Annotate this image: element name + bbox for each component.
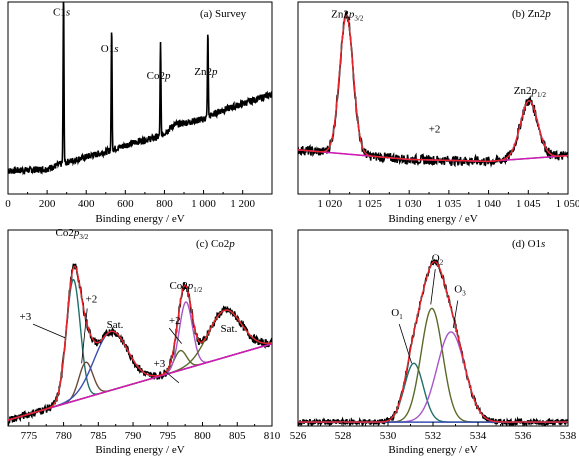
component-label: O3 <box>454 284 466 298</box>
x-tick-label: 1 045 <box>516 198 541 210</box>
panel-c-co2p: 775 780 785 790 795 800 805 810 (c) Co2p Bindin… <box>7 227 281 456</box>
x-tick-label: 1 020 <box>317 198 342 210</box>
x-tick-label: 600 <box>117 198 134 210</box>
x-tick-label: 1 040 <box>476 198 501 210</box>
annotation-label: +2 <box>429 124 441 136</box>
panel-a-survey: 0 200 400 600 800 1 000 1 200 (a) Survey Bindi… <box>5 1 273 225</box>
annotation-pointer <box>430 269 436 305</box>
background-line <box>8 342 272 421</box>
panel-d-label-main: (d) O1 <box>512 238 541 250</box>
component-label: O1 <box>391 307 403 321</box>
x-tick-label: 536 <box>515 430 532 442</box>
panel-a-annotations: C1s O1s Co2p Zn2p <box>53 6 218 81</box>
panel-d-annotations: O1 O2 O3 <box>391 252 466 364</box>
survey-peak-label: O1s <box>101 43 119 55</box>
panel-d-x-axis: 526 528 530 532 534 536 538 <box>290 422 577 442</box>
annotation-label: +2 <box>169 315 181 327</box>
annotation-pointer <box>398 323 413 364</box>
x-tick-label: 0 <box>5 198 11 210</box>
x-tick-label: 526 <box>290 430 307 442</box>
x-tick-label: 530 <box>380 430 397 442</box>
panel-a-xlabel: Binding energy / eV <box>95 213 184 225</box>
panel-b-annotations: Zn2p3/2 Zn2p1/2 +2 <box>331 8 546 135</box>
x-tick-label: 528 <box>335 430 352 442</box>
x-tick-label: 1 035 <box>437 198 462 210</box>
x-tick-label: 1 050 <box>556 198 579 210</box>
x-tick-label: 1 200 <box>230 198 255 210</box>
raw-data-line <box>8 263 272 426</box>
annotation-label: +3 <box>20 311 32 323</box>
fit-component-line <box>298 331 568 423</box>
survey-peak-label: C1s <box>53 6 70 18</box>
panel-b-label-main: (b) Zn2 <box>512 8 545 20</box>
panel-b-plot-area <box>298 11 568 168</box>
fit-component-line <box>8 301 272 421</box>
annotation-label: Zn2p1/2 <box>514 85 547 99</box>
x-tick-label: 800 <box>156 198 173 210</box>
panel-a-x-axis: 0 200 400 600 800 1 000 1 200 <box>5 190 256 210</box>
panel-b-xlabel: Binding energy / eV <box>388 213 477 225</box>
x-tick-label: 795 <box>160 430 177 442</box>
x-tick-label: 780 <box>55 430 72 442</box>
annotation-label: Co2p3/2 <box>56 227 89 241</box>
panel-a-frame <box>7 1 273 195</box>
annotation-label: Sat. <box>221 323 238 335</box>
panel-c-plot-area <box>8 263 272 426</box>
annotation-label: Sat. <box>107 319 124 331</box>
panel-d-xlabel: Binding energy / eV <box>388 444 477 456</box>
panel-c-label-main: (c) Co2 <box>196 238 229 250</box>
panel-b-x-axis: 1 020 1 025 1 030 1 035 1 040 1 045 1 050 <box>317 190 579 210</box>
x-tick-label: 790 <box>125 430 142 442</box>
survey-peak-label: Co2p <box>147 70 171 82</box>
x-tick-label: 534 <box>470 430 487 442</box>
survey-spectrum-line <box>8 2 272 176</box>
panel-a-plot-area <box>8 2 272 176</box>
x-tick-label: 200 <box>39 198 56 210</box>
annotation-pointer <box>168 327 182 344</box>
component-label: O2 <box>432 252 444 266</box>
panel-b-frame <box>297 1 569 195</box>
x-tick-label: 800 <box>194 430 211 442</box>
panel-c-label-italic: p <box>228 238 235 250</box>
x-tick-label: 775 <box>21 430 38 442</box>
annotation-pointer <box>81 308 88 364</box>
x-tick-label: 532 <box>425 430 442 442</box>
annotation-label: +2 <box>86 294 98 306</box>
fit-envelope-line <box>8 265 272 421</box>
x-tick-label: 1 030 <box>397 198 422 210</box>
panel-c-x-axis: 775 780 785 790 795 800 805 810 <box>21 422 281 442</box>
x-tick-label: 785 <box>90 430 107 442</box>
x-tick-label: 538 <box>560 430 577 442</box>
annotation-pointer <box>32 323 66 339</box>
x-tick-label: 400 <box>78 198 95 210</box>
panel-d-o1s: 526 528 530 532 534 536 538 (d) O1s Binding en… <box>290 229 577 456</box>
fit-envelope-line <box>298 14 568 163</box>
annotation-pointer <box>164 370 180 384</box>
fit-component-line <box>8 278 272 421</box>
annotation-pointer <box>452 300 459 329</box>
fit-component-line <box>298 362 568 423</box>
panel-c-xlabel: Binding energy / eV <box>95 444 184 456</box>
panel-d-label: (d) O1s <box>512 238 545 250</box>
annotation-label: Co2p1/2 <box>169 280 202 294</box>
x-tick-label: 805 <box>229 430 246 442</box>
panel-b-zn2p: 1 020 1 025 1 030 1 035 1 040 1 045 1 050 (b) … <box>297 1 579 225</box>
panel-a-label: (a) Survey <box>200 8 247 20</box>
panel-d-label-italic: s <box>541 238 545 250</box>
x-tick-label: 1 025 <box>357 198 382 210</box>
fit-component-line <box>298 307 568 423</box>
annotation-label: +3 <box>154 358 166 370</box>
panel-b-label-italic: p <box>544 8 551 20</box>
survey-peak-label: Zn2p <box>194 66 218 78</box>
panel-c-annotations: Co2p3/2 Co2p1/2 +3 +2 Sat. +2 +3 Sat. <box>20 227 238 384</box>
annotation-label: Zn2p3/2 <box>331 8 364 22</box>
panel-b-label: (b) Zn2p <box>512 8 551 20</box>
x-tick-label: 1 000 <box>191 198 216 210</box>
panel-c-frame <box>7 229 273 427</box>
panel-c-label: (c) Co2p <box>196 238 235 250</box>
x-tick-label: 810 <box>264 430 281 442</box>
